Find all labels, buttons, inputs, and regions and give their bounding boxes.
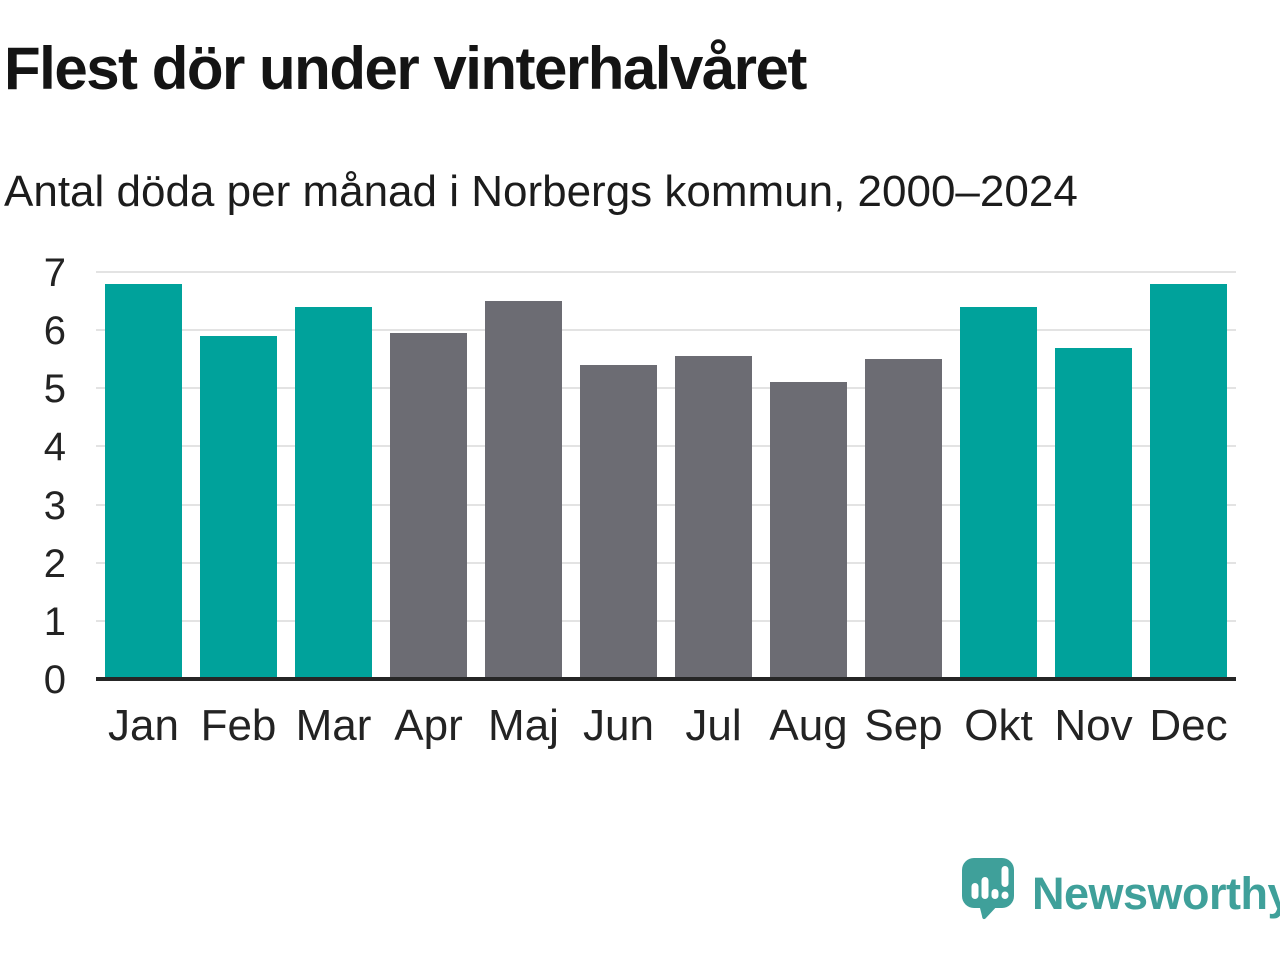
chart-subtitle: Antal döda per månad i Norbergs kommun, … xyxy=(4,167,1078,216)
newsworthy-logo-text: Newsworthy xyxy=(1032,868,1280,919)
x-axis-tick-label-maj: Maj xyxy=(488,701,559,750)
y-axis-tick-label-0: 0 xyxy=(43,658,66,702)
x-axis-tick-label-jul: Jul xyxy=(685,701,742,750)
newsworthy-logo[interactable]: Newsworthy xyxy=(962,858,1280,920)
x-axis-tick-label-jun: Jun xyxy=(583,701,654,750)
x-axis-tick-label-nov: Nov xyxy=(1054,701,1133,750)
bar-feb xyxy=(200,335,277,679)
newsworthy-logo-icon xyxy=(962,858,1014,920)
y-axis-tick-label-3: 3 xyxy=(43,483,66,528)
x-axis-tick-label-apr: Apr xyxy=(394,701,463,750)
x-axis-line xyxy=(96,677,1236,681)
x-axis-tick-label-okt: Okt xyxy=(964,701,1033,750)
x-axis-tick-label-aug: Aug xyxy=(769,701,848,750)
y-axis-tick-label-7: 7 xyxy=(43,251,66,295)
bar-nov xyxy=(1055,347,1132,679)
gridline-y6 xyxy=(96,329,1236,332)
y-axis-tick-label-6: 6 xyxy=(43,309,66,354)
y-axis-tick-label-2: 2 xyxy=(43,541,66,586)
gridline-y1 xyxy=(96,619,1236,622)
x-axis-tick-label-mar: Mar xyxy=(295,701,372,750)
bar-okt xyxy=(960,306,1037,679)
y-axis-tick-label-1: 1 xyxy=(43,599,66,644)
bar-aug xyxy=(770,382,847,679)
gridline-y2 xyxy=(96,561,1236,564)
bar-apr xyxy=(390,333,467,679)
gridline-y7 xyxy=(96,271,1236,273)
x-axis-tick-label-jan: Jan xyxy=(108,701,179,750)
gridline-y3 xyxy=(96,503,1236,506)
bar-dec xyxy=(1150,283,1227,679)
x-axis-tick-label-dec: Dec xyxy=(1149,701,1228,750)
bar-jul xyxy=(675,356,752,679)
gridline-y5 xyxy=(96,387,1236,390)
bar-jan xyxy=(105,283,182,679)
x-axis-tick-label-feb: Feb xyxy=(200,701,277,750)
chart-title: Flest dör under vinterhalvåret xyxy=(4,35,807,102)
bar-sep xyxy=(865,359,942,679)
bar-mar xyxy=(295,306,372,679)
y-axis-tick-label-4: 4 xyxy=(43,425,66,470)
y-axis-tick-label-5: 5 xyxy=(43,367,66,412)
bar-jun xyxy=(580,365,657,679)
x-axis-tick-label-sep: Sep xyxy=(864,701,943,750)
gridline-y4 xyxy=(96,445,1236,448)
bar-maj xyxy=(485,301,562,679)
